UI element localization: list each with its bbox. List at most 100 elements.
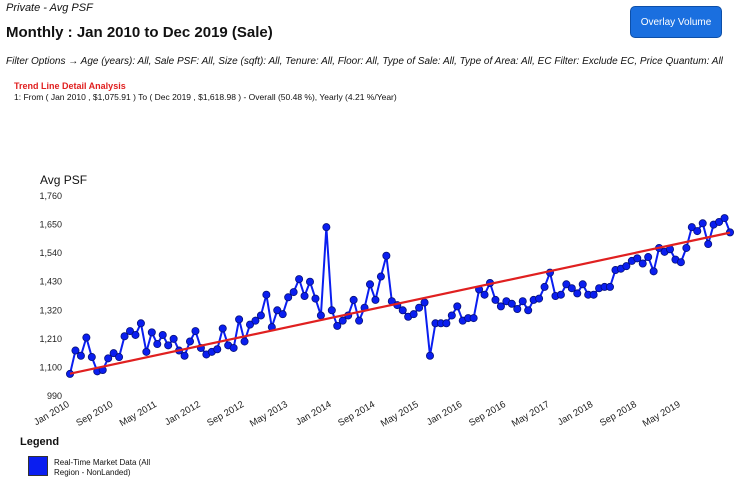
data-point[interactable] (556, 290, 565, 299)
data-point[interactable] (131, 330, 140, 339)
data-point[interactable] (442, 319, 451, 328)
data-point[interactable] (518, 297, 527, 306)
data-point[interactable] (316, 311, 325, 320)
x-tick-label: May 2019 (641, 399, 683, 429)
data-point[interactable] (251, 316, 260, 325)
data-point[interactable] (720, 214, 729, 223)
legend-swatch[interactable] (28, 456, 48, 476)
data-point[interactable] (524, 306, 533, 315)
data-point[interactable] (87, 353, 96, 362)
data-point[interactable] (420, 298, 429, 307)
data-point[interactable] (240, 337, 249, 346)
x-tick-label: Sep 2018 (598, 399, 639, 429)
data-point[interactable] (338, 316, 347, 325)
data-point[interactable] (496, 302, 505, 311)
data-point[interactable] (507, 299, 516, 308)
data-point[interactable] (535, 294, 544, 303)
data-point[interactable] (136, 319, 145, 328)
data-point[interactable] (191, 327, 200, 336)
data-point[interactable] (687, 223, 696, 232)
data-point[interactable] (300, 291, 309, 300)
data-point[interactable] (82, 333, 91, 342)
data-point[interactable] (398, 306, 407, 315)
data-point[interactable] (425, 351, 434, 360)
data-point[interactable] (213, 345, 222, 354)
data-point[interactable] (480, 290, 489, 299)
data-point[interactable] (540, 282, 549, 291)
data-point[interactable] (409, 310, 418, 319)
data-point[interactable] (693, 227, 702, 236)
data-point[interactable] (164, 341, 173, 350)
data-point[interactable] (453, 302, 462, 311)
data-point[interactable] (284, 293, 293, 302)
data-point[interactable] (256, 311, 265, 320)
data-point[interactable] (371, 295, 380, 304)
y-tick-label: 1,210 (39, 334, 62, 344)
data-point[interactable] (567, 284, 576, 293)
data-point[interactable] (235, 315, 244, 324)
data-point[interactable] (126, 327, 135, 336)
data-point[interactable] (120, 332, 129, 341)
y-tick-label: 990 (47, 391, 62, 401)
data-point[interactable] (715, 217, 724, 226)
data-point[interactable] (644, 253, 653, 262)
data-point[interactable] (704, 240, 713, 249)
data-point[interactable] (147, 328, 156, 337)
data-point[interactable] (153, 340, 162, 349)
data-point[interactable] (76, 351, 85, 360)
data-point[interactable] (295, 275, 304, 284)
data-point[interactable] (469, 314, 478, 323)
x-tick-label: May 2013 (248, 399, 290, 429)
data-point[interactable] (333, 321, 342, 330)
data-point[interactable] (229, 343, 238, 352)
trend-line-title[interactable]: Trend Line Detail Analysis (14, 81, 126, 91)
data-point[interactable] (180, 351, 189, 360)
data-point[interactable] (109, 349, 118, 358)
data-point[interactable] (606, 282, 615, 291)
data-point[interactable] (638, 259, 647, 268)
data-point[interactable] (349, 295, 358, 304)
data-point[interactable] (322, 223, 331, 232)
data-point[interactable] (218, 324, 227, 333)
data-point[interactable] (104, 354, 113, 363)
data-point[interactable] (622, 262, 631, 271)
data-point[interactable] (262, 290, 271, 299)
data-point[interactable] (142, 347, 151, 356)
data-point[interactable] (649, 267, 658, 276)
data-point[interactable] (169, 334, 178, 343)
data-point[interactable] (573, 289, 582, 298)
data-point[interactable] (578, 280, 587, 289)
data-point[interactable] (245, 320, 254, 329)
data-point[interactable] (513, 304, 522, 313)
data-point[interactable] (562, 280, 571, 289)
data-point[interactable] (491, 295, 500, 304)
data-point[interactable] (278, 310, 287, 319)
y-tick-label: 1,430 (39, 277, 62, 287)
data-point[interactable] (305, 277, 314, 286)
data-point[interactable] (365, 280, 374, 289)
data-point[interactable] (447, 311, 456, 320)
data-point[interactable] (355, 316, 364, 325)
data-point[interactable] (676, 258, 685, 267)
data-point[interactable] (698, 219, 707, 228)
data-point[interactable] (633, 254, 642, 263)
x-tick-label: May 2015 (379, 399, 421, 429)
data-point[interactable] (415, 303, 424, 312)
data-point[interactable] (185, 337, 194, 346)
data-point[interactable] (327, 306, 336, 315)
data-point[interactable] (273, 306, 282, 315)
data-point[interactable] (382, 251, 391, 260)
legend-label[interactable]: Real-Time Market Data (All Region - NonL… (54, 458, 151, 477)
data-point[interactable] (311, 294, 320, 303)
data-point[interactable] (589, 290, 598, 299)
data-point[interactable] (376, 272, 385, 281)
data-point[interactable] (115, 353, 124, 362)
filter-options-text: Filter Options → Age (years): All, Sale … (6, 56, 723, 67)
data-point[interactable] (682, 243, 691, 252)
data-point[interactable] (71, 346, 80, 355)
series-points (66, 214, 735, 378)
overlay-volume-button[interactable]: Overlay Volume (630, 6, 722, 38)
data-point[interactable] (158, 330, 167, 339)
data-point[interactable] (289, 288, 298, 297)
series-line (69, 216, 731, 375)
